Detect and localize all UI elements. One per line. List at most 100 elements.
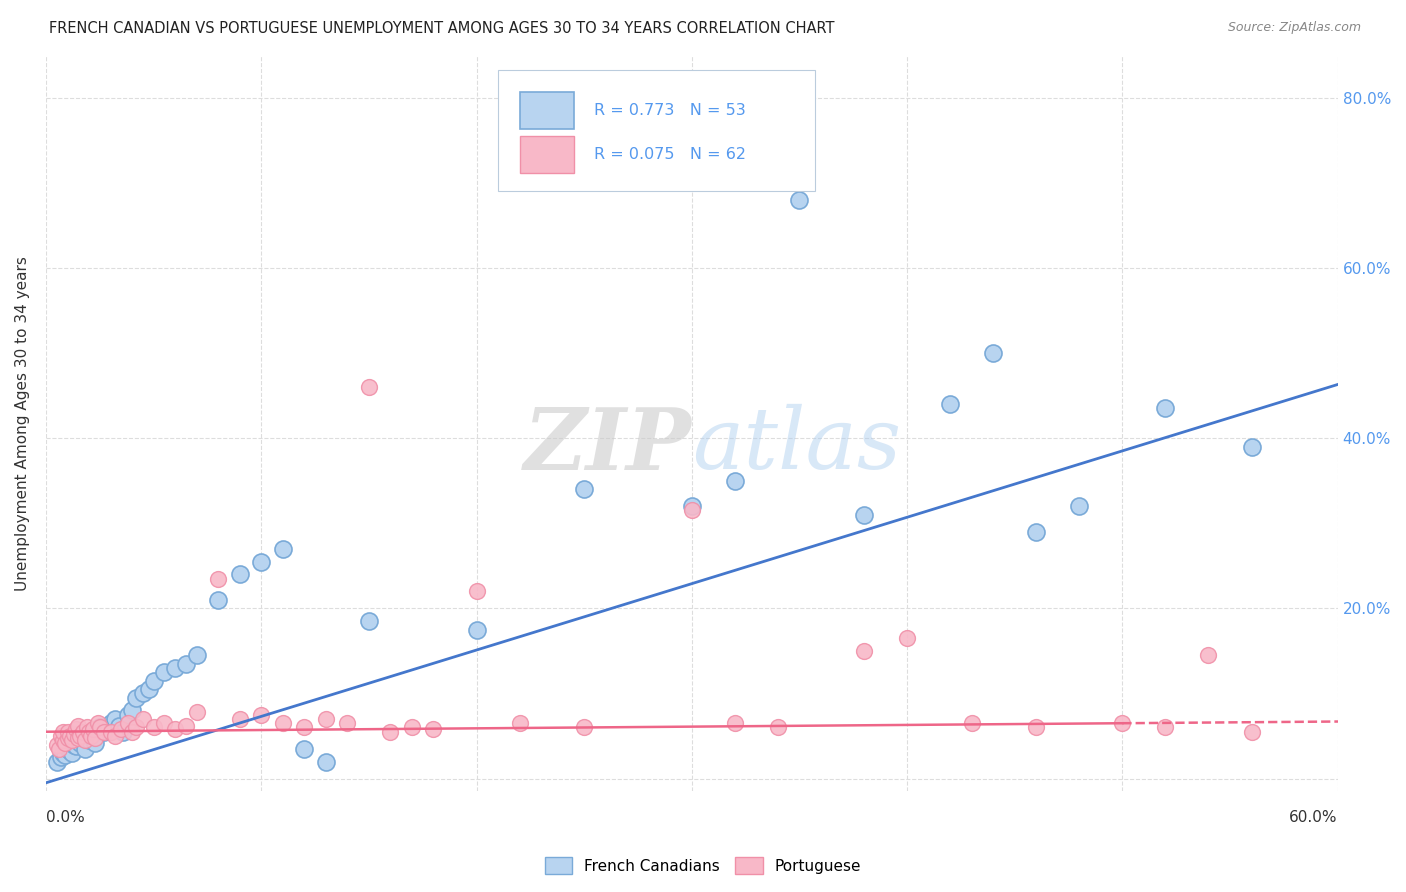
Point [165, 722, 187, 736]
Point [56, 731, 79, 745]
Point [853, 644, 876, 658]
Point [65, 722, 87, 736]
Point [63, 727, 86, 741]
Point [981, 346, 1004, 360]
Point [724, 716, 747, 731]
Point [108, 719, 131, 733]
Point [73, 733, 96, 747]
Point [853, 508, 876, 522]
Point [89, 721, 111, 735]
Point [65, 739, 87, 754]
Point [48, 741, 70, 756]
Point [1240, 440, 1263, 454]
Point [292, 741, 315, 756]
Point [56, 724, 79, 739]
Point [1025, 524, 1047, 539]
Point [117, 716, 139, 731]
Point [84, 736, 107, 750]
Point [465, 584, 488, 599]
Point [132, 686, 155, 700]
Point [117, 707, 139, 722]
Point [207, 572, 229, 586]
Point [82, 727, 104, 741]
Point [960, 716, 983, 731]
Point [67, 719, 90, 733]
Point [49, 729, 72, 743]
Point [1154, 721, 1177, 735]
Point [86, 716, 108, 731]
Point [174, 719, 197, 733]
Point [59, 729, 82, 743]
Point [724, 474, 747, 488]
Point [104, 729, 127, 743]
Point [69, 729, 91, 743]
Point [271, 716, 294, 731]
Point [125, 721, 148, 735]
Point [939, 397, 962, 411]
Point [138, 682, 160, 697]
Text: atlas: atlas [692, 404, 901, 487]
Point [60, 746, 83, 760]
Point [165, 661, 187, 675]
Point [271, 541, 294, 556]
Point [315, 755, 337, 769]
Point [67, 731, 90, 745]
Point [73, 741, 96, 756]
Point [572, 482, 595, 496]
Point [76, 729, 98, 743]
Point [69, 736, 91, 750]
Point [153, 665, 176, 680]
Point [121, 724, 143, 739]
Point [1154, 401, 1177, 416]
Point [132, 712, 155, 726]
Point [174, 657, 197, 671]
Point [1240, 724, 1263, 739]
Point [100, 716, 122, 731]
Point [76, 721, 98, 735]
Point [100, 724, 122, 739]
Point [292, 721, 315, 735]
Point [509, 716, 531, 731]
Point [63, 738, 86, 752]
Text: R = 0.773   N = 53: R = 0.773 N = 53 [593, 103, 745, 118]
FancyBboxPatch shape [498, 70, 814, 191]
Point [52, 746, 75, 760]
Y-axis label: Unemployment Among Ages 30 to 34 years: Unemployment Among Ages 30 to 34 years [15, 256, 30, 591]
Point [1025, 721, 1047, 735]
Point [89, 721, 111, 735]
Point [72, 724, 94, 739]
Point [93, 724, 115, 739]
Point [53, 736, 76, 750]
Point [789, 193, 811, 207]
Text: 0.0%: 0.0% [46, 810, 84, 825]
Point [228, 712, 250, 726]
Point [766, 721, 789, 735]
Point [84, 731, 107, 745]
Point [681, 503, 703, 517]
Point [896, 631, 918, 645]
Point [153, 716, 176, 731]
Point [186, 648, 208, 662]
Point [104, 712, 127, 726]
Point [357, 614, 380, 628]
Point [49, 750, 72, 764]
Point [401, 721, 423, 735]
Point [465, 623, 488, 637]
Point [250, 555, 273, 569]
Point [77, 733, 100, 747]
Point [357, 380, 380, 394]
Point [315, 712, 337, 726]
Point [72, 731, 94, 745]
Legend: French Canadians, Portuguese: French Canadians, Portuguese [538, 851, 868, 880]
Point [1198, 648, 1220, 662]
Text: Source: ZipAtlas.com: Source: ZipAtlas.com [1227, 21, 1361, 34]
Point [681, 499, 703, 513]
Text: 60.0%: 60.0% [1289, 810, 1337, 825]
Point [228, 567, 250, 582]
Point [1069, 499, 1091, 513]
Point [110, 722, 132, 736]
Point [1111, 716, 1133, 731]
Point [572, 721, 595, 735]
Point [380, 724, 402, 739]
Point [250, 707, 273, 722]
